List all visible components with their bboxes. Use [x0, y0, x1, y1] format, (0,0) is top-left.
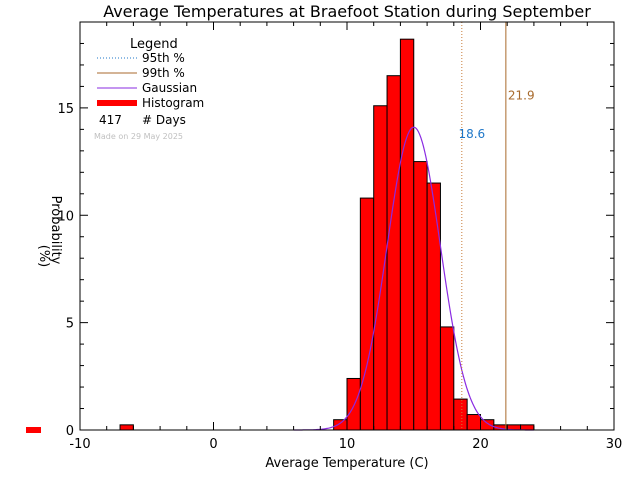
histogram-bar [439, 326, 455, 431]
off-axis-marker [26, 427, 41, 433]
x-tick-label: 0 [209, 437, 217, 452]
x-axis-label: Average Temperature (C) [265, 456, 428, 471]
plot-area: 18.6 21.9 [119, 22, 535, 431]
histogram-bar [520, 424, 535, 431]
histogram-bar [480, 419, 495, 431]
x-tick-label: 20 [472, 437, 489, 452]
histogram-bar [413, 161, 428, 431]
y-axis-label: Probability [48, 196, 63, 265]
y-axis-unit: (%) [36, 245, 51, 268]
histogram-bar [346, 377, 361, 431]
x-tick-label: -10 [69, 437, 90, 452]
histogram-bar [373, 105, 388, 431]
made-on-note: Made on 29 May 2025 [94, 132, 183, 141]
legend-label: Histogram [142, 96, 204, 110]
histogram-bar [466, 414, 481, 431]
x-tick-label: 10 [339, 437, 356, 452]
y-tick-label: 15 [57, 102, 74, 117]
percentile-label: 18.6 [458, 127, 485, 141]
y-tick-label: 5 [66, 317, 74, 332]
legend-label: 99th % [142, 66, 185, 80]
percentile-label: 21.9 [508, 88, 535, 102]
gaussian-curve [293, 126, 534, 431]
histogram-bar [426, 182, 441, 431]
chart-title: Average Temperatures at Braefoot Station… [103, 2, 591, 21]
histogram-bar [453, 398, 468, 431]
legend-days-count: 417 [99, 113, 122, 127]
legend-days-label: # Days [142, 113, 186, 127]
legend-label: Gaussian [142, 81, 197, 95]
legend: Legend 417 # Days Made on 29 May 2025 95… [94, 37, 204, 141]
histogram-bar [399, 38, 415, 431]
histogram-bar [333, 419, 348, 431]
legend-label: 95th % [142, 51, 185, 65]
y-tick-label: 10 [57, 209, 74, 224]
histogram-bar [119, 424, 134, 431]
x-tick-label: 30 [606, 437, 623, 452]
y-tick-label: 0 [66, 424, 74, 439]
histogram-bar [386, 75, 401, 431]
histogram-bar [359, 197, 375, 431]
legend-title: Legend [130, 37, 178, 52]
